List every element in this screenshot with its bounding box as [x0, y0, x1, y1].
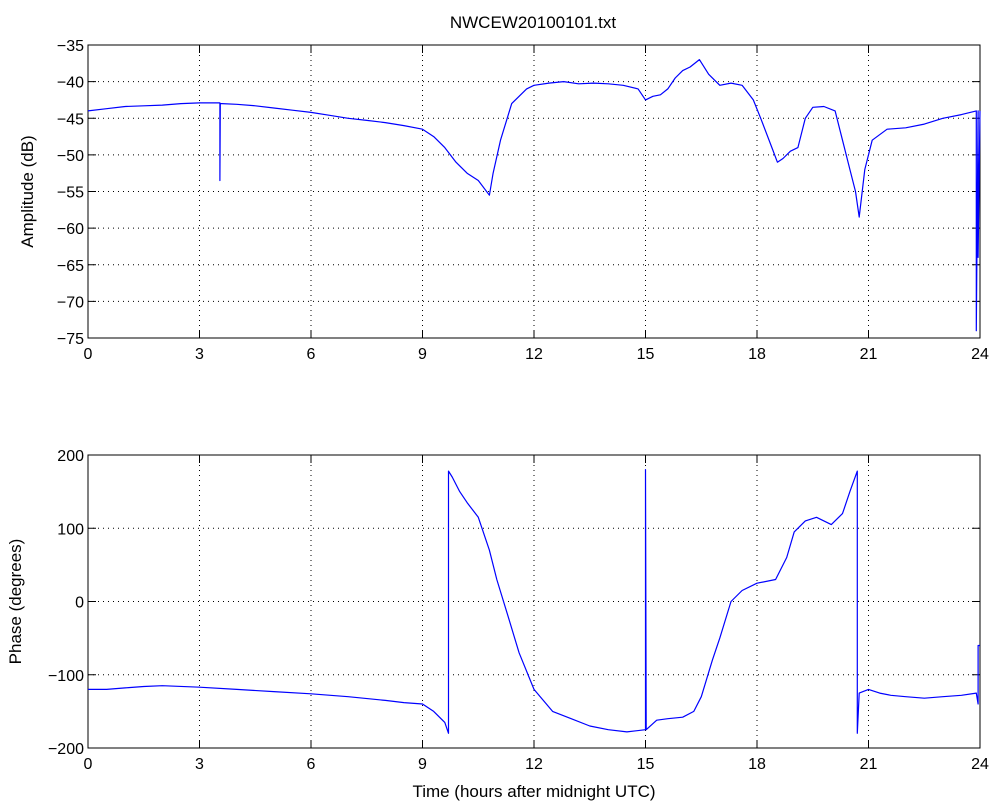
amplitude-y-tick-label: −60 — [57, 221, 84, 238]
amplitude-panel: 0 3 6 9 12 15 18 21 24 −75 −70 −65 −60 −55 −50 −45 −40 −3… — [18, 38, 989, 363]
amplitude-x-tick-label: 15 — [637, 346, 655, 363]
phase-x-axis-label: Time (hours after midnight UTC) — [412, 782, 655, 801]
amplitude-y-tick-label: −75 — [57, 331, 84, 348]
amplitude-y-axis-label: Amplitude (dB) — [18, 135, 37, 247]
amplitude-x-tick-label: 21 — [860, 346, 878, 363]
phase-x-tick-label: 3 — [195, 756, 204, 773]
phase-y-tick-label: 0 — [75, 595, 84, 612]
amplitude-x-tick-label: 0 — [84, 346, 93, 363]
phase-y-axis-label: Phase (degrees) — [6, 539, 25, 665]
amplitude-y-tick-label: −70 — [57, 294, 84, 311]
phase-y-tick-label: 100 — [57, 521, 84, 538]
amplitude-x-tick-label: 9 — [418, 346, 427, 363]
phase-x-tick-label: 21 — [860, 756, 878, 773]
phase-y-tick-label: −100 — [48, 668, 84, 685]
phase-x-tick-label: 24 — [971, 756, 989, 773]
figure-title: NWCEW20100101.txt — [450, 13, 617, 32]
amplitude-x-tick-label: 12 — [525, 346, 543, 363]
phase-y-tick-label: −200 — [48, 741, 84, 758]
amplitude-y-tick-label: −55 — [57, 185, 84, 202]
phase-series-line — [88, 469, 980, 734]
phase-x-tick-label: 0 — [84, 756, 93, 773]
phase-x-tick-label: 9 — [418, 756, 427, 773]
phase-y-tick-label: 200 — [57, 448, 84, 465]
amplitude-x-tick-label: 18 — [748, 346, 766, 363]
phase-x-tick-label: 6 — [307, 756, 316, 773]
amplitude-series-line — [87, 58, 981, 332]
phase-x-tick-label: 18 — [748, 756, 766, 773]
phase-x-tick-label: 12 — [525, 756, 543, 773]
amplitude-x-tick-label: 3 — [195, 346, 204, 363]
amplitude-y-tick-label: −40 — [57, 75, 84, 92]
amplitude-y-tick-label: −50 — [57, 148, 84, 165]
amplitude-x-tick-label: 24 — [971, 346, 989, 363]
phase-panel: 0 3 6 9 12 15 18 21 24 −200 −100 0 100 200 Phase (degr… — [6, 448, 989, 801]
phase-x-tick-label: 15 — [637, 756, 655, 773]
amplitude-y-tick-label: −65 — [57, 258, 84, 275]
amplitude-y-tick-label: −45 — [57, 111, 84, 128]
amplitude-y-tick-label: −35 — [57, 38, 84, 55]
amplitude-x-tick-label: 6 — [307, 346, 316, 363]
